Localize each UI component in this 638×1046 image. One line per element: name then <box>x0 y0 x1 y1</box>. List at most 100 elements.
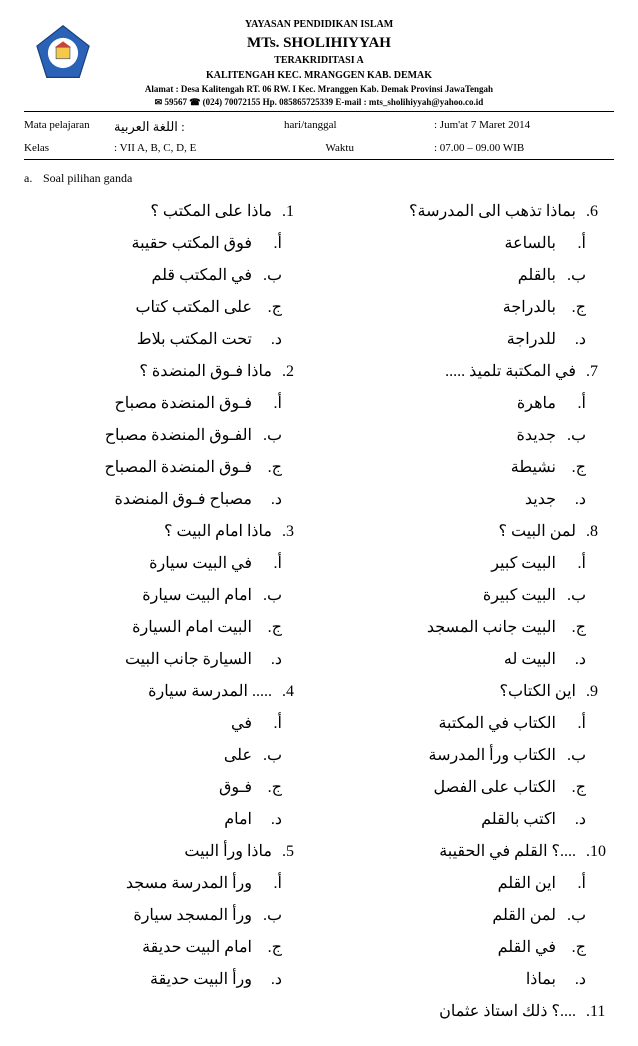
option-letter: د. <box>262 964 282 996</box>
question: .2ماذا فـوق المنضدة ؟ <box>24 356 310 388</box>
answer-option: ج.بالدراجة <box>328 292 614 324</box>
option-letter: د. <box>262 804 282 836</box>
option-letter: ب. <box>262 420 282 452</box>
answer-option: د. للدراجة <box>328 324 614 356</box>
school-name: MTs. SHOLIHIYYAH <box>24 33 614 55</box>
question: .8 لمن البيت ؟ <box>328 516 614 548</box>
question-text: ....؟ ذلك استاذ عثمان <box>328 996 576 1028</box>
option-text: بالقلم <box>328 260 556 292</box>
option-text: بالساعة <box>328 228 556 260</box>
question-number: .8 <box>586 516 614 548</box>
question-number: .11 <box>586 996 614 1028</box>
meta-row-1: Mata pelajaran: اللغة العربية hari/tangg… <box>24 118 614 137</box>
question-number: .1 <box>282 196 310 228</box>
question-text: لمن البيت ؟ <box>328 516 576 548</box>
letterhead: YAYASAN PENDIDIKAN ISLAM MTs. SHOLIHIYYA… <box>24 18 614 112</box>
option-letter: ب. <box>566 420 586 452</box>
option-text: فـوق المنضدة المصباح <box>24 452 252 484</box>
option-letter: أ. <box>566 548 586 580</box>
question: .11 ....؟ ذلك استاذ عثمان <box>328 996 614 1028</box>
question-text: ماذا ورأ البيت <box>24 836 272 868</box>
option-text: على المكتب كتاب <box>24 292 252 324</box>
option-text: ورأ المدرسة مسجد <box>24 868 252 900</box>
meta-time-label: Waktu <box>284 141 364 157</box>
question-number: .6 <box>586 196 614 228</box>
option-text: في البيت سيارة <box>24 548 252 580</box>
option-text: نشيطة <box>328 452 556 484</box>
option-letter: أ. <box>566 868 586 900</box>
answer-option: ج.على المكتب كتاب <box>24 292 310 324</box>
answer-option: د.امام <box>24 804 310 836</box>
answer-option: ب.ورأ المسجد سيارة <box>24 900 310 932</box>
option-text: جديد <box>328 484 556 516</box>
option-letter: ج. <box>262 612 282 644</box>
option-letter: د. <box>262 484 282 516</box>
option-letter: ب. <box>566 580 586 612</box>
answer-option: د.جديد <box>328 484 614 516</box>
option-text: على <box>24 740 252 772</box>
option-letter: أ. <box>262 868 282 900</box>
option-text: الكتاب ورأ المدرسة <box>328 740 556 772</box>
option-letter: أ. <box>566 228 586 260</box>
answer-option: د. السيارة جانب البيت <box>24 644 310 676</box>
option-text: مصباح فـوق المنضدة <box>24 484 252 516</box>
question-number: .7 <box>586 356 614 388</box>
option-text: اين القلم <box>328 868 556 900</box>
option-text: البيت امام السيارة <box>24 612 252 644</box>
option-letter: ب. <box>262 900 282 932</box>
option-letter: ب. <box>262 740 282 772</box>
question: .3ماذا امام البيت ؟ <box>24 516 310 548</box>
option-letter: أ. <box>262 708 282 740</box>
option-letter: د. <box>566 324 586 356</box>
question-number: .4 <box>282 676 310 708</box>
question-text: ماذا فـوق المنضدة ؟ <box>24 356 272 388</box>
option-text: البيت كبيرة <box>328 580 556 612</box>
question-text: ماذا على المكتب ؟ <box>24 196 272 228</box>
question: .10....؟ القلم في الحقيبة <box>328 836 614 868</box>
answer-option: د. مصباح فـوق المنضدة <box>24 484 310 516</box>
question-text: اين الكتاب؟ <box>328 676 576 708</box>
answer-option: أ.الكتاب في المكتبة <box>328 708 614 740</box>
answer-option: أ.في <box>24 708 310 740</box>
option-letter: ب. <box>262 580 282 612</box>
option-text: فـوق المنضدة مصباح <box>24 388 252 420</box>
option-letter: أ. <box>566 388 586 420</box>
section-heading: a. Soal pilihan ganda <box>24 170 614 187</box>
option-letter: د. <box>566 804 586 836</box>
question-number: .3 <box>282 516 310 548</box>
option-text: فوق المكتب حقيبة <box>24 228 252 260</box>
option-text: بالدراجة <box>328 292 556 324</box>
divider <box>24 111 614 112</box>
option-letter: ب. <box>566 900 586 932</box>
option-text: الكتاب في المكتبة <box>328 708 556 740</box>
answer-option: أ.فوق المكتب حقيبة <box>24 228 310 260</box>
meta-date-label: hari/tanggal <box>284 118 374 137</box>
option-letter: أ. <box>262 388 282 420</box>
answer-option: أ. بالساعة <box>328 228 614 260</box>
answer-option: ب.جديدة <box>328 420 614 452</box>
option-letter: ب. <box>566 260 586 292</box>
question: .7في المكتبة تلميذ ..... <box>328 356 614 388</box>
section-letter: a. <box>24 170 40 187</box>
answer-option: ج. البيت امام السيارة <box>24 612 310 644</box>
divider <box>24 159 614 160</box>
answer-option: د.بماذا <box>328 964 614 996</box>
question: .9 اين الكتاب؟ <box>328 676 614 708</box>
district: KALITENGAH KEC. MRANGGEN KAB. DEMAK <box>24 69 614 84</box>
meta-class-label: Kelas <box>24 141 114 157</box>
answer-option: د.ورأ البيت حديقة <box>24 964 310 996</box>
option-text: بماذا <box>328 964 556 996</box>
option-text: السيارة جانب البيت <box>24 644 252 676</box>
answer-option: أ.البيت كبير <box>328 548 614 580</box>
answer-option: ب. البيت كبيرة <box>328 580 614 612</box>
option-text: للدراجة <box>328 324 556 356</box>
meta-subject-label: Mata pelajaran <box>24 118 114 137</box>
answer-option: ج.نشيطة <box>328 452 614 484</box>
option-letter: د. <box>262 644 282 676</box>
section-text: Soal pilihan ganda <box>43 171 132 185</box>
question-number: .5 <box>282 836 310 868</box>
question-number: .9 <box>586 676 614 708</box>
answer-option: أ.في البيت سيارة <box>24 548 310 580</box>
answer-option: ب.الكتاب ورأ المدرسة <box>328 740 614 772</box>
option-text: البيت جانب المسجد <box>328 612 556 644</box>
